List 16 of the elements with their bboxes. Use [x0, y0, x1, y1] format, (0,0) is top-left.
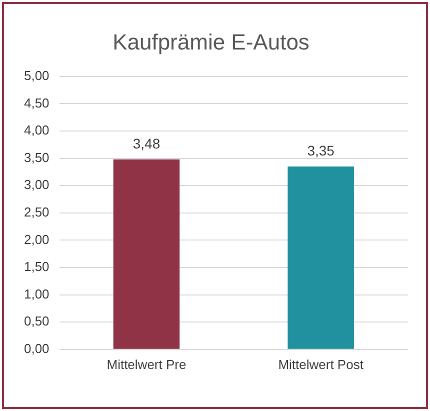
- data-label: 3,35: [307, 142, 335, 158]
- y-tick-label: 2,50: [24, 204, 50, 220]
- x-tick-label: Mittelwert Post: [278, 356, 364, 372]
- y-tick-label: 4,50: [24, 95, 50, 110]
- y-tick-label: 3,50: [24, 150, 50, 165]
- x-tick-label: Mittelwert Pre: [106, 356, 186, 372]
- y-tick-label: 2,00: [24, 232, 50, 247]
- y-tick-label: 0,50: [24, 314, 50, 329]
- y-tick-label: 1,00: [24, 286, 50, 302]
- y-tick-label: 1,50: [24, 259, 50, 274]
- y-tick-label: 5,00: [24, 68, 50, 83]
- data-label: 3,48: [132, 135, 160, 152]
- y-tick-label: 4,00: [24, 122, 50, 138]
- y-tick-label: 3,00: [24, 177, 50, 192]
- chart-title: Kaufprämie E-Autos: [112, 29, 310, 54]
- y-tick-label: 0,00: [24, 340, 50, 356]
